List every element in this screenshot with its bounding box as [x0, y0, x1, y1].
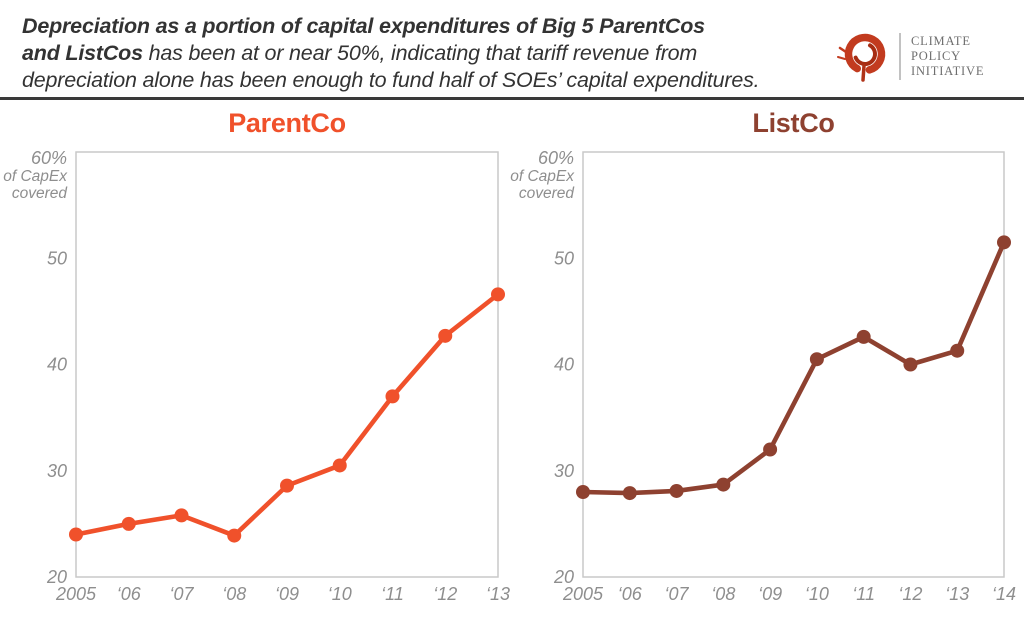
figure-title-line1: Depreciation as a portion of capital exp…	[22, 14, 705, 38]
y-axis-label: of CapEx	[3, 168, 68, 185]
data-point	[716, 477, 731, 492]
data-point	[69, 527, 83, 542]
data-point	[856, 329, 871, 344]
data-point	[332, 458, 347, 473]
logo-word-policy: POLICY	[911, 48, 961, 63]
logo-word-climate: CLIMATE	[911, 33, 971, 48]
x-tick-label: 2005	[562, 584, 604, 604]
figure-title-line3: depreciation alone has been enough to fu…	[22, 68, 760, 92]
y-tick-label: 40	[554, 355, 574, 375]
data-point	[622, 486, 637, 501]
y-tick-label: 50	[554, 248, 574, 268]
y-axis-label: 60%	[31, 148, 67, 168]
series-line	[580, 240, 1007, 496]
data-point	[227, 528, 242, 543]
figure-title: Depreciation as a portion of capital exp…	[22, 13, 822, 94]
data-point	[121, 516, 136, 531]
x-tick-label: ‘09	[275, 584, 299, 604]
logo-word-initiative: INITIATIVE	[911, 63, 985, 78]
chart-title-parentco: ParentCo	[228, 108, 346, 138]
y-axis-label: covered	[519, 185, 576, 202]
plot-border	[582, 151, 1005, 578]
y-axis-label: of CapEx	[510, 168, 575, 185]
y-axis-label: 60%	[538, 148, 574, 168]
x-tick-label: ‘11	[381, 584, 404, 604]
data-point	[997, 235, 1011, 250]
x-tick-label: ‘07	[665, 584, 690, 604]
data-point	[763, 442, 778, 457]
x-tick-label: ‘10	[805, 584, 829, 604]
x-tick-label: ‘13	[486, 584, 510, 604]
x-tick-label: ‘13	[945, 584, 969, 604]
x-tick-label: ‘14	[992, 584, 1016, 604]
y-tick-label: 30	[47, 461, 67, 481]
data-point	[174, 508, 189, 523]
x-tick-label: ‘12	[433, 584, 457, 604]
x-tick-label: 2005	[55, 584, 97, 604]
data-point	[809, 352, 824, 367]
data-point	[903, 357, 918, 372]
data-point	[438, 328, 453, 343]
header-rule	[0, 97, 1024, 100]
x-tick-label: ‘06	[117, 584, 142, 604]
cpi-swirl-icon	[837, 33, 886, 82]
x-tick-label: ‘09	[758, 584, 782, 604]
data-point	[669, 483, 684, 498]
data-point	[950, 343, 965, 358]
plot-border	[75, 151, 499, 578]
data-point	[385, 389, 400, 404]
series-line	[73, 292, 501, 538]
x-tick-label: ‘08	[222, 584, 246, 604]
cpi-logo: CLIMATE POLICY INITIATIVE	[836, 30, 984, 82]
figure-title-line2: and ListCos has been at or near 50%, ind…	[22, 41, 698, 65]
x-tick-label: ‘08	[711, 584, 735, 604]
y-tick-label: 20	[46, 567, 67, 587]
data-point	[491, 287, 505, 302]
x-tick-label: ‘06	[618, 584, 643, 604]
y-axis-label: covered	[12, 185, 69, 202]
x-tick-label: ‘10	[328, 584, 352, 604]
x-tick-label: ‘11	[852, 584, 875, 604]
x-tick-label: ‘12	[898, 584, 922, 604]
logo-wordmark: CLIMATE POLICY INITIATIVE	[911, 34, 984, 79]
y-tick-label: 20	[553, 567, 574, 587]
data-point	[576, 485, 590, 499]
y-tick-label: 50	[47, 248, 67, 268]
logo-divider	[899, 32, 901, 80]
y-tick-label: 30	[554, 461, 574, 481]
y-tick-label: 40	[47, 355, 67, 375]
x-tick-label: ‘07	[169, 584, 194, 604]
data-point	[280, 478, 294, 493]
chart-title-listco: ListCo	[752, 108, 835, 138]
